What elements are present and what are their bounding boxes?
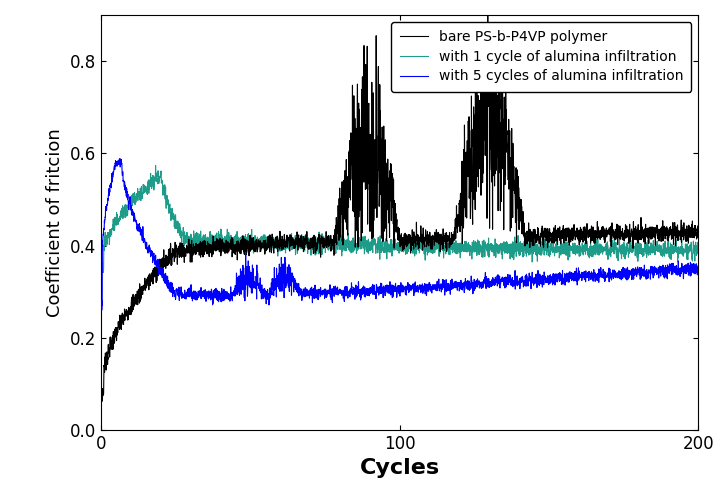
Line: bare PS-b-P4VP polymer: bare PS-b-P4VP polymer [101,14,698,401]
bare PS-b-P4VP polymer [683,228,691,234]
with 5 cycles of alumina infiltration [694,265,703,271]
bare PS-b-P4VP polymer [96,382,105,388]
with 1 cycle of alumina infiltration [151,162,160,168]
bare PS-b-P4VP polymer [98,398,107,404]
with 5 cycles of alumina infiltration [165,288,174,294]
with 1 cycle of alumina infiltration [618,242,627,248]
with 1 cycle of alumina infiltration [200,241,209,247]
with 1 cycle of alumina infiltration [326,238,335,244]
with 5 cycles of alumina infiltration [683,268,691,274]
with 5 cycles of alumina infiltration [352,294,361,300]
with 1 cycle of alumina infiltration [98,270,107,276]
with 5 cycles of alumina infiltration [96,306,105,312]
with 5 cycles of alumina infiltration [618,276,627,281]
bare PS-b-P4VP polymer [618,236,627,242]
with 5 cycles of alumina infiltration [200,290,209,296]
with 1 cycle of alumina infiltration [694,248,703,254]
bare PS-b-P4VP polymer [352,204,361,210]
bare PS-b-P4VP polymer [694,228,703,234]
with 1 cycle of alumina infiltration [683,241,691,247]
with 1 cycle of alumina infiltration [96,268,105,274]
bare PS-b-P4VP polymer [326,240,335,246]
with 5 cycles of alumina infiltration [116,156,125,162]
Line: with 5 cycles of alumina infiltration: with 5 cycles of alumina infiltration [101,158,698,310]
with 5 cycles of alumina infiltration [326,294,335,300]
bare PS-b-P4VP polymer [165,257,174,263]
with 5 cycles of alumina infiltration [97,307,106,313]
with 1 cycle of alumina infiltration [165,205,174,211]
bare PS-b-P4VP polymer [200,238,209,244]
X-axis label: Cycles: Cycles [359,458,440,478]
bare PS-b-P4VP polymer [483,11,492,17]
Line: with 1 cycle of alumina infiltration: with 1 cycle of alumina infiltration [101,166,698,273]
with 1 cycle of alumina infiltration [352,246,361,252]
Y-axis label: Coefficient of fritcion: Coefficient of fritcion [46,128,64,317]
Legend: bare PS-b-P4VP polymer, with 1 cycle of alumina infiltration, with 5 cycles of a: bare PS-b-P4VP polymer, with 1 cycle of … [392,22,691,92]
